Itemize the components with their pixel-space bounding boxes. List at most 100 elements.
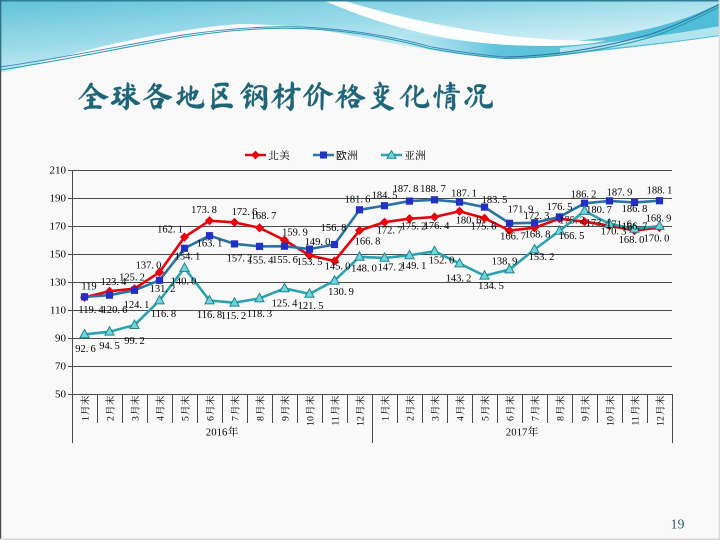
svg-text:7: 7 (231, 416, 242, 421)
svg-text:172. 7: 172. 7 (377, 226, 403, 237)
svg-text:124. 1: 124. 1 (124, 300, 150, 311)
svg-text:172. 6: 172. 6 (232, 207, 258, 218)
svg-text:6: 6 (206, 416, 217, 421)
svg-text:175. 2: 175. 2 (559, 216, 585, 227)
svg-text:183. 5: 183. 5 (482, 195, 508, 206)
svg-text:137. 0: 137. 0 (136, 261, 162, 272)
svg-text:70: 70 (55, 361, 67, 373)
svg-text:19: 19 (671, 518, 685, 533)
svg-text:187. 1: 187. 1 (451, 189, 477, 200)
svg-text:120. 6: 120. 6 (102, 305, 128, 316)
svg-text:149. 0: 149. 0 (305, 237, 331, 248)
svg-text:125. 4: 125. 4 (272, 298, 298, 309)
svg-text:119. 4: 119. 4 (78, 305, 104, 316)
svg-text:143. 2: 143. 2 (446, 274, 472, 285)
svg-text:152. 0: 152. 0 (429, 256, 455, 267)
svg-text:173. 1: 173. 1 (586, 218, 612, 229)
svg-text:150: 150 (50, 249, 67, 261)
svg-text:12: 12 (356, 416, 367, 426)
svg-text:10: 10 (306, 416, 317, 426)
svg-text:155. 4: 155. 4 (248, 255, 274, 266)
svg-text:12: 12 (656, 416, 667, 426)
svg-text:175. 2: 175. 2 (401, 222, 427, 233)
svg-text:154. 1: 154. 1 (175, 251, 201, 262)
svg-text:162. 1: 162. 1 (157, 225, 183, 236)
svg-text:2: 2 (406, 416, 417, 421)
svg-text:170. 0: 170. 0 (644, 234, 670, 245)
svg-text:173. 8: 173. 8 (191, 205, 217, 216)
svg-text:145. 0: 145. 0 (325, 262, 351, 273)
svg-text:115. 2: 115. 2 (221, 311, 246, 322)
svg-text:134. 5: 134. 5 (478, 281, 504, 292)
svg-text:188. 1: 188. 1 (647, 186, 673, 197)
svg-text:130. 9: 130. 9 (328, 287, 354, 298)
svg-text:171. 9: 171. 9 (508, 204, 534, 215)
svg-text:188. 7: 188. 7 (420, 184, 446, 195)
svg-text:176. 5: 176. 5 (547, 202, 573, 213)
svg-text:110: 110 (50, 305, 67, 317)
svg-text:168. 9: 168. 9 (646, 214, 672, 225)
svg-text:181. 6: 181. 6 (345, 194, 371, 205)
svg-text:168. 8: 168. 8 (525, 230, 551, 241)
svg-text:186. 2: 186. 2 (571, 189, 597, 200)
svg-text:138. 9: 138. 9 (492, 257, 518, 268)
svg-text:155. 6: 155. 6 (272, 255, 298, 266)
svg-text:168. 0: 168. 0 (619, 235, 645, 246)
svg-text:180. 6: 180. 6 (456, 216, 482, 227)
svg-text:1: 1 (381, 416, 392, 421)
svg-text:4: 4 (456, 416, 467, 421)
svg-text:116. 8: 116. 8 (151, 309, 176, 320)
svg-text:190: 190 (50, 193, 67, 205)
svg-text:121. 5: 121. 5 (298, 301, 324, 312)
svg-text:7: 7 (531, 416, 542, 421)
svg-text:9: 9 (581, 416, 592, 421)
svg-text:10: 10 (606, 416, 617, 426)
svg-text:166. 7: 166. 7 (500, 232, 526, 243)
svg-text:123. 4: 123. 4 (101, 277, 127, 288)
svg-text:94. 5: 94. 5 (99, 341, 119, 352)
svg-text:149. 1: 149. 1 (401, 261, 427, 272)
svg-text:8: 8 (256, 416, 267, 421)
svg-text:180. 7: 180. 7 (586, 205, 612, 216)
svg-text:175. 6: 175. 6 (471, 222, 497, 233)
svg-text:50: 50 (55, 389, 67, 401)
svg-text:170: 170 (50, 221, 67, 233)
svg-text:159. 9: 159. 9 (282, 228, 308, 239)
svg-text:4: 4 (156, 416, 167, 421)
svg-text:11: 11 (331, 416, 342, 426)
svg-text:2017: 2017 (506, 427, 528, 439)
svg-text:9: 9 (281, 416, 292, 421)
svg-text:168. 7: 168. 7 (251, 211, 277, 222)
svg-text:157. 2: 157. 2 (227, 253, 253, 264)
svg-text:131. 2: 131. 2 (150, 284, 176, 295)
svg-text:187. 8: 187. 8 (393, 184, 419, 195)
svg-text:153. 2: 153. 2 (529, 252, 555, 263)
svg-text:186. 8: 186. 8 (622, 204, 648, 215)
svg-text:3: 3 (431, 416, 442, 421)
svg-text:163. 1: 163. 1 (197, 239, 223, 250)
svg-text:2: 2 (106, 416, 117, 421)
svg-text:6: 6 (506, 416, 517, 421)
svg-text:156. 8: 156. 8 (321, 223, 347, 234)
svg-text:5: 5 (181, 416, 192, 421)
svg-text:170. 3: 170. 3 (601, 227, 627, 238)
svg-text:5: 5 (481, 416, 492, 421)
svg-text:210: 210 (50, 165, 67, 177)
svg-text:172. 3: 172. 3 (524, 211, 550, 222)
svg-text:116. 8: 116. 8 (197, 310, 222, 321)
svg-text:166. 8: 166. 8 (355, 237, 381, 248)
svg-text:147. 2: 147. 2 (378, 262, 404, 273)
svg-text:2016: 2016 (206, 427, 228, 439)
svg-text:90: 90 (55, 333, 67, 345)
svg-text:99. 2: 99. 2 (124, 336, 144, 347)
svg-text:148. 0: 148. 0 (351, 263, 377, 274)
svg-text:140. 0: 140. 0 (171, 277, 197, 288)
svg-text:92. 6: 92. 6 (75, 344, 95, 355)
svg-text:125. 2: 125. 2 (119, 273, 145, 284)
svg-text:3: 3 (131, 416, 142, 421)
svg-text:8: 8 (556, 416, 567, 421)
svg-text:187. 9: 187. 9 (607, 187, 633, 198)
svg-text:166. 5: 166. 5 (559, 231, 585, 242)
svg-text:153. 5: 153. 5 (297, 257, 323, 268)
svg-text:130: 130 (50, 277, 67, 289)
